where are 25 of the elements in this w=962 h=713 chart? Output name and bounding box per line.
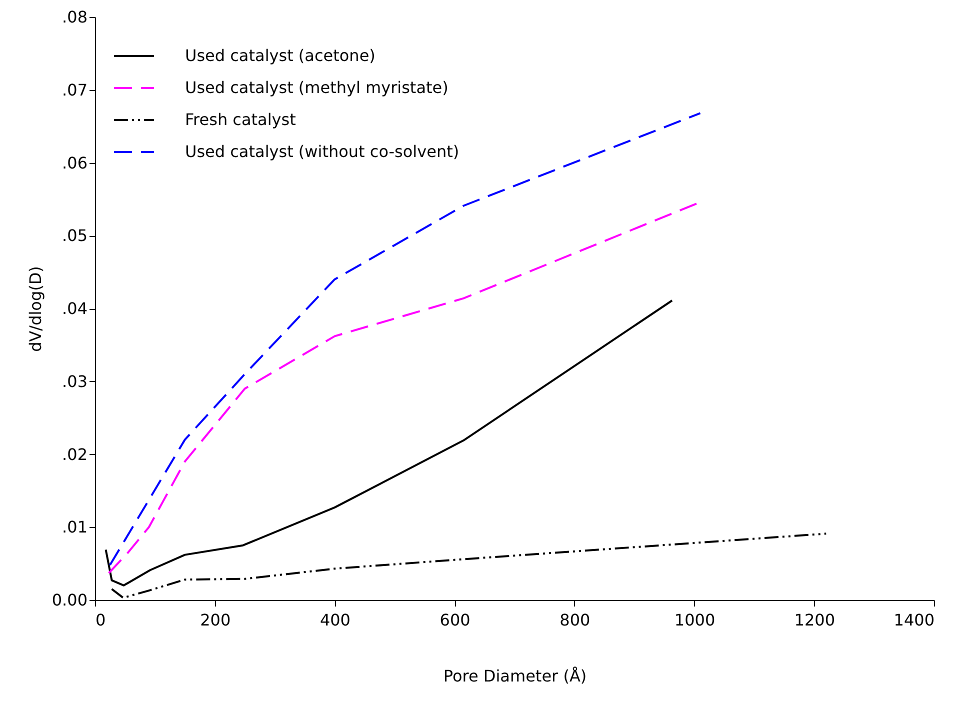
y-tick-label: 0.00 — [52, 590, 88, 610]
y-tick-label: .06 — [62, 153, 88, 172]
legend-label: Fresh catalyst — [185, 110, 296, 129]
legend-label: Used catalyst (acetone) — [185, 46, 376, 65]
line-series — [104, 299, 674, 586]
y-tick-label: .04 — [62, 299, 88, 318]
y-axis-title: dV/dlog(D) — [26, 266, 45, 352]
y-tick-label: .02 — [62, 444, 88, 464]
x-tick-label: 0 — [96, 610, 106, 630]
legend-label: Used catalyst (methyl myristate) — [185, 78, 448, 97]
x-tick-label: 200 — [200, 610, 231, 630]
y-tick-label: .08 — [62, 8, 88, 26]
legend-label: Used catalyst (without co-solvent) — [185, 142, 460, 161]
x-tick-label: 1400 — [894, 610, 934, 630]
y-tick-label: .01 — [62, 518, 88, 537]
x-tick-label: 600 — [440, 610, 470, 630]
y-tick-label: .03 — [62, 372, 88, 391]
x-tick-label: 1000 — [674, 610, 716, 630]
x-axis-title: Pore Diameter (Å) — [443, 666, 587, 686]
x-tick-label: 800 — [560, 610, 590, 630]
x-tick-label: 400 — [320, 610, 350, 630]
y-tick-label: .05 — [62, 226, 88, 246]
line-series — [108, 112, 702, 566]
x-tick-label: 1200 — [794, 610, 835, 630]
y-tick-label: .07 — [62, 80, 88, 100]
